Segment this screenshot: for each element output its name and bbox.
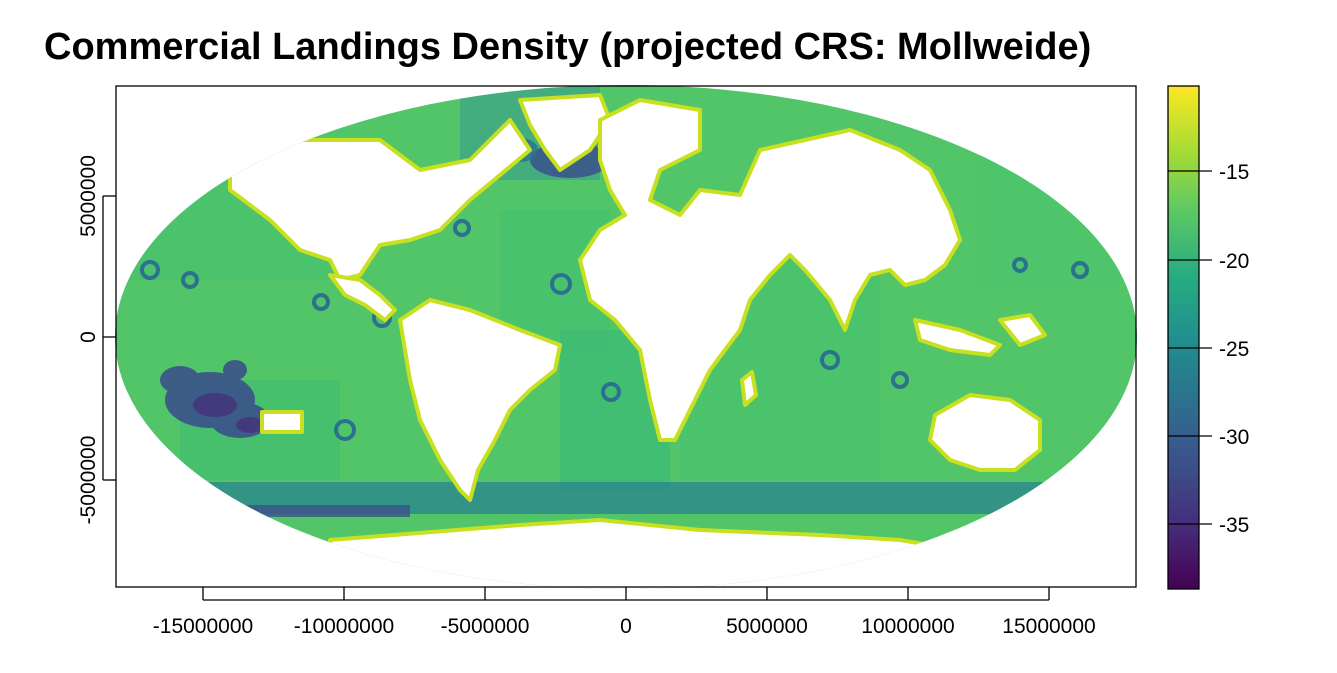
density-raster [115,85,1137,589]
x-tick-label: -5000000 [441,615,530,638]
legend-tick-label: -25 [1219,338,1249,361]
y-tick-label: 0 [77,331,100,343]
x-tick-label: 15000000 [1002,615,1095,638]
x-tick-label: 0 [620,615,632,638]
color-legend: -15 -20 -25 -30 -35 [1167,85,1249,590]
plot-title: Commercial Landings Density (projected C… [44,26,1092,68]
x-tick-label: -15000000 [153,615,253,638]
y-tick-label: 5000000 [77,155,100,237]
legend-tick-label: -30 [1219,426,1249,449]
x-axis [202,587,1050,601]
x-tick-label: 5000000 [726,615,808,638]
y-tick-label: -5000000 [77,436,100,525]
x-tick-label: -10000000 [294,615,394,638]
x-tick-label: 10000000 [861,615,954,638]
legend-colorbar [1167,85,1200,590]
legend-tick-label: -35 [1219,514,1249,537]
legend-tick-label: -15 [1219,161,1249,184]
legend-tick-label: -20 [1219,250,1249,273]
y-axis [102,195,116,481]
